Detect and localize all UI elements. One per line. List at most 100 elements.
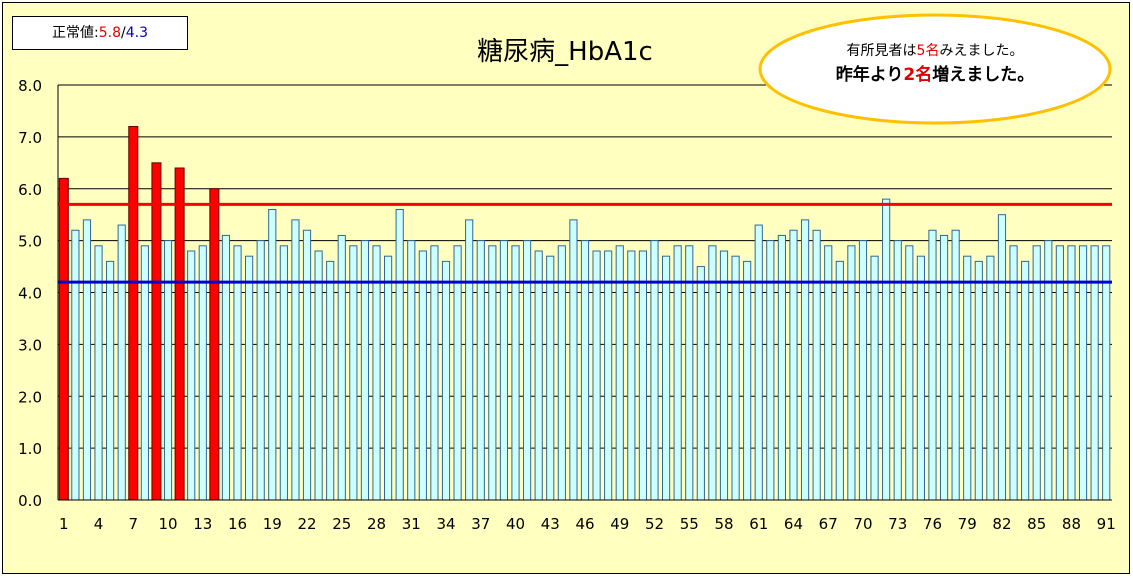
bar	[1009, 245, 1018, 501]
bar-abnormal	[174, 167, 185, 501]
bar-abnormal	[58, 177, 69, 501]
callout-line-1: 有所見者は5名みえました。	[757, 40, 1113, 62]
x-tick-label: 58	[714, 515, 733, 533]
bar	[349, 245, 358, 501]
bar	[314, 250, 323, 501]
x-tick-label: 88	[1062, 515, 1081, 533]
bar	[488, 245, 497, 501]
normal-range-legend: 正常値:5.8/4.3	[12, 16, 188, 50]
bar	[754, 224, 763, 501]
bar	[1102, 245, 1111, 501]
bar	[140, 245, 149, 501]
bar	[326, 260, 335, 501]
bar	[106, 260, 115, 501]
bar	[557, 245, 566, 501]
callout-line2-count: 2名	[903, 65, 933, 85]
bar	[82, 219, 92, 501]
x-tick-label: 40	[506, 515, 525, 533]
bar	[812, 229, 821, 501]
bar	[1078, 245, 1088, 501]
bar	[384, 255, 393, 501]
x-tick-label: 43	[541, 515, 560, 533]
x-tick-label: 7	[129, 515, 139, 533]
x-tick-label: 49	[610, 515, 629, 533]
bar	[569, 219, 578, 501]
bar	[337, 234, 346, 501]
bar	[117, 224, 126, 501]
bar	[221, 234, 231, 501]
x-tick-label: 70	[853, 515, 872, 533]
bar	[1021, 260, 1030, 501]
bar	[882, 198, 891, 501]
y-tick-label: 2.0	[18, 388, 42, 406]
bar	[719, 250, 729, 501]
x-tick-label: 37	[471, 515, 490, 533]
bar	[418, 250, 427, 501]
bar	[916, 255, 925, 501]
bar	[534, 250, 543, 501]
bar	[1067, 245, 1076, 501]
callout-line-2: 昨年より2名増えました。	[757, 62, 1113, 88]
bar-abnormal	[128, 126, 139, 501]
chart-title: 糖尿病_HbA1c	[477, 37, 653, 67]
x-tick-label: 13	[193, 515, 212, 533]
legend-separator: /	[121, 25, 126, 41]
x-tick-label: 79	[958, 515, 977, 533]
bar	[71, 229, 80, 501]
bar	[441, 260, 451, 501]
x-tick-label: 31	[402, 515, 421, 533]
bar	[604, 250, 613, 501]
bar	[777, 234, 786, 501]
bar	[511, 245, 520, 501]
x-tick-label: 46	[575, 515, 594, 533]
bar	[499, 240, 509, 501]
bar	[743, 260, 752, 501]
bar	[824, 245, 833, 501]
bar	[627, 250, 636, 501]
callout-line1-c: みえました。	[939, 43, 1024, 59]
x-tick-label: 64	[784, 515, 803, 533]
legend-high-value: 5.8	[98, 25, 121, 41]
x-tick-label: 22	[297, 515, 316, 533]
bar	[360, 240, 370, 501]
callout-text: 有所見者は5名みえました。 昨年より2名増えました。	[757, 40, 1113, 88]
bar-abnormal	[209, 188, 220, 501]
bar	[997, 214, 1007, 501]
bar	[1044, 240, 1053, 501]
x-tick-label: 55	[680, 515, 699, 533]
x-tick-label: 16	[228, 515, 247, 533]
bar	[789, 229, 798, 501]
y-tick-label: 7.0	[18, 129, 42, 147]
bar	[1090, 245, 1099, 501]
x-tick-label: 10	[158, 515, 177, 533]
y-tick-label: 5.0	[18, 233, 42, 251]
bar	[939, 234, 949, 501]
bar	[928, 229, 937, 501]
bar	[163, 240, 173, 501]
bar	[372, 245, 381, 501]
bar	[638, 250, 648, 501]
y-tick-label: 0.0	[18, 492, 42, 510]
callout-line1-a: 有所見者は	[846, 43, 917, 59]
bar	[430, 245, 439, 501]
legend-prefix: 正常値:	[52, 25, 99, 41]
bar	[847, 245, 856, 501]
bar	[279, 245, 288, 501]
bar	[696, 266, 705, 501]
bar	[546, 255, 555, 501]
reference-lines	[58, 202, 1112, 284]
x-tick-label: 4	[94, 515, 104, 533]
x-tick-label: 91	[1097, 515, 1116, 533]
callout-line2-a: 昨年より	[835, 65, 904, 85]
x-tick-label: 34	[436, 515, 455, 533]
x-tick-label: 25	[332, 515, 351, 533]
bar	[1032, 245, 1041, 501]
bar	[256, 240, 265, 501]
x-tick-label: 85	[1027, 515, 1046, 533]
callout-line1-count: 5名	[916, 43, 940, 59]
bar	[245, 255, 254, 501]
bar	[870, 255, 879, 501]
x-axis-tick-labels: 1 4 7 10 13 16 19 22 25 28 31 34 37 40 43 46 49 52 55 58 61 6…	[59, 515, 1116, 533]
y-axis-tick-labels: 0.0 1.0 2.0 3.0 4.0 5.0 6.0 7.0 8.0	[18, 77, 42, 510]
